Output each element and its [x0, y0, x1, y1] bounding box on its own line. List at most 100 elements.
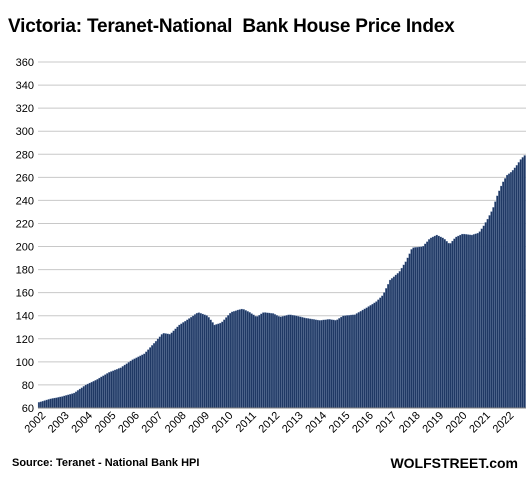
bar	[145, 351, 148, 409]
bar	[511, 170, 515, 409]
bar	[41, 400, 45, 409]
bar	[90, 381, 93, 409]
bar	[160, 334, 164, 409]
bar	[184, 320, 187, 409]
bar	[402, 264, 405, 409]
bar	[307, 318, 310, 409]
bar	[459, 234, 462, 409]
bar	[182, 322, 185, 409]
bar	[74, 391, 78, 409]
bar	[232, 311, 236, 409]
bar	[494, 201, 497, 409]
bar	[106, 373, 109, 409]
bar	[151, 345, 154, 409]
bar	[519, 159, 522, 409]
x-tick-label: 2020	[444, 410, 470, 436]
bar	[121, 366, 124, 409]
bar	[363, 308, 366, 409]
bar	[82, 386, 85, 409]
bar	[43, 400, 46, 409]
bar	[205, 315, 208, 409]
chart-title: Victoria: Teranet-National Bank House Pr…	[8, 16, 455, 37]
bar	[190, 316, 193, 409]
bar	[207, 317, 210, 409]
bar	[260, 313, 263, 409]
bar	[435, 234, 439, 409]
bar	[102, 375, 105, 409]
bar	[125, 363, 128, 409]
bar	[234, 310, 238, 409]
bar	[381, 295, 384, 409]
bar	[316, 319, 320, 409]
bar	[100, 376, 103, 409]
bar	[141, 354, 144, 409]
bar	[193, 314, 197, 409]
bar	[422, 245, 425, 409]
bar	[344, 315, 347, 409]
bar	[149, 347, 152, 409]
bar	[507, 173, 511, 409]
bar	[168, 333, 171, 409]
bar	[195, 312, 199, 409]
bar	[49, 398, 52, 409]
bar	[92, 380, 95, 409]
bar	[318, 320, 321, 409]
bar	[252, 314, 255, 409]
bar	[293, 315, 296, 409]
bar	[129, 360, 132, 409]
bar	[505, 174, 509, 409]
bar	[147, 349, 150, 409]
source-note: Source: Teranet - National Bank HPI	[12, 457, 200, 469]
x-tick-labels: 2002200320042005200620072008200920102011…	[23, 410, 517, 436]
bar	[439, 236, 442, 409]
bar	[135, 357, 138, 409]
bar	[164, 333, 167, 409]
x-tick-label: 2019	[420, 410, 446, 436]
bar	[353, 314, 357, 409]
bar	[490, 211, 493, 409]
bar	[502, 181, 505, 409]
bar	[219, 322, 222, 409]
bar	[303, 317, 306, 409]
bar	[322, 319, 325, 409]
bar	[427, 239, 431, 409]
bar	[465, 234, 468, 409]
brand-label: WOLFSTREET.com	[390, 455, 518, 471]
bar	[375, 301, 378, 409]
bar	[63, 395, 66, 409]
bar	[429, 237, 433, 409]
bar	[123, 364, 126, 409]
bar	[312, 319, 316, 409]
bar	[392, 276, 396, 409]
bar	[119, 367, 123, 409]
bar	[342, 315, 345, 409]
bar	[396, 273, 400, 409]
bar	[394, 274, 398, 409]
bar	[209, 319, 212, 409]
y-tick-label: 180	[16, 265, 34, 277]
bar	[246, 311, 249, 409]
bar	[412, 247, 415, 409]
bar	[431, 236, 435, 409]
bar	[264, 312, 267, 409]
bar	[369, 305, 372, 409]
bar	[420, 246, 423, 409]
bar	[69, 394, 72, 409]
bar	[76, 390, 80, 409]
bar	[174, 328, 177, 409]
x-tick-label: 2014	[303, 410, 329, 436]
bar	[314, 319, 318, 409]
bar	[498, 190, 501, 409]
bar	[441, 237, 444, 409]
bar	[186, 319, 189, 409]
bar	[162, 333, 165, 409]
y-tick-label: 100	[16, 357, 34, 369]
bar	[357, 312, 360, 409]
bar	[131, 359, 134, 409]
bar	[474, 233, 478, 409]
x-tick-label: 2018	[397, 410, 423, 436]
bar	[250, 313, 253, 409]
bar	[211, 322, 214, 409]
bar	[94, 380, 97, 409]
bar	[236, 309, 240, 409]
